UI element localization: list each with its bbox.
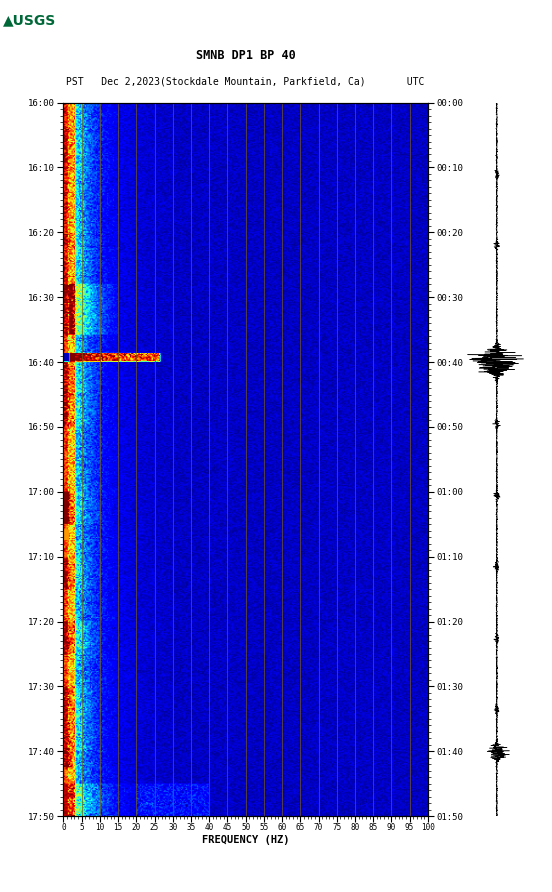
- Text: SMNB DP1 BP 40: SMNB DP1 BP 40: [196, 49, 295, 62]
- Text: ▲USGS: ▲USGS: [3, 13, 56, 28]
- X-axis label: FREQUENCY (HZ): FREQUENCY (HZ): [202, 835, 289, 845]
- Text: PST   Dec 2,2023(Stockdale Mountain, Parkfield, Ca)       UTC: PST Dec 2,2023(Stockdale Mountain, Parkf…: [66, 77, 425, 87]
